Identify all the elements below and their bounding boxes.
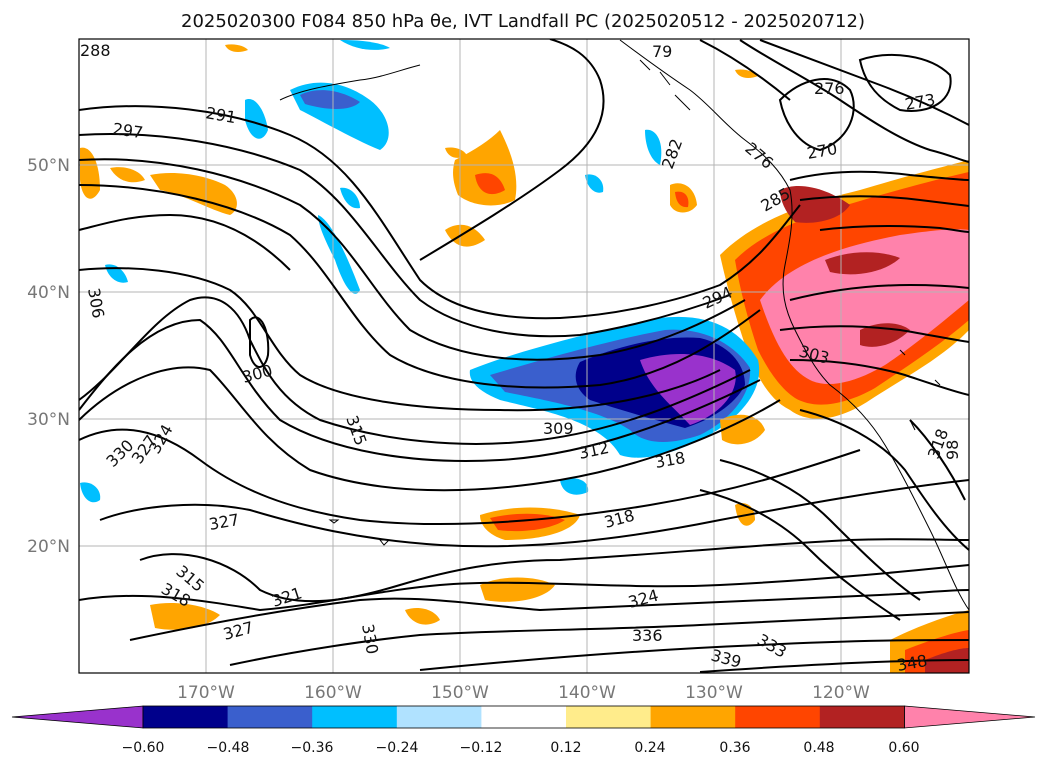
colorbar-frame (142, 705, 905, 729)
colorbar-ticks: −0.60 −0.48 −0.36 −0.24 −0.12 0.12 0.24 … (122, 740, 920, 756)
colorbar-tick-label: 0.36 (719, 740, 750, 756)
lat-tick-label: 20°N (27, 537, 70, 557)
colorbar (11, 705, 1036, 729)
lon-tick-label: 140°W (558, 683, 616, 703)
contour-label: 288 (80, 41, 111, 60)
contour-label: 276 (814, 79, 845, 98)
colorbar-segment (650, 706, 736, 728)
lon-tick-label: 130°W (685, 683, 743, 703)
colorbar-segment (819, 706, 905, 728)
colorbar-tick-label: −0.24 (376, 740, 419, 756)
lon-tick-label: 150°W (431, 683, 489, 703)
colorbar-tick-label: 0.48 (803, 740, 834, 756)
figure-title: 2025020300 F084 850 hPa θe, IVT Landfall… (181, 11, 865, 32)
colorbar-tick-label: 0.12 (550, 740, 581, 756)
contour-label: 98 (943, 440, 962, 460)
lat-tick-label: 40°N (27, 283, 70, 303)
latitude-axis: 50°N 40°N 30°N 20°N (27, 156, 70, 557)
lon-tick-label: 120°W (812, 683, 870, 703)
contour-label: 79 (652, 42, 672, 61)
theta-e-contours (79, 39, 969, 673)
colorbar-segment (566, 706, 652, 728)
map-frame (78, 38, 970, 674)
map-panel (78, 38, 970, 674)
gridlines (79, 39, 969, 673)
lon-tick-label: 170°W (177, 683, 235, 703)
colorbar-extend-low (11, 705, 144, 729)
longitude-axis: 170°W 160°W 150°W 140°W 130°W 120°W (177, 683, 870, 703)
contour-label: 309 (543, 419, 574, 438)
colorbar-extend-high (904, 705, 1036, 729)
colorbar-segment (227, 706, 313, 728)
colorbar-segment (481, 706, 567, 728)
colorbar-tick-label: −0.60 (122, 740, 165, 756)
lat-tick-label: 50°N (27, 156, 70, 176)
lat-tick-label: 30°N (27, 410, 70, 430)
contour-label: 297 (111, 119, 144, 142)
lon-tick-label: 160°W (304, 683, 362, 703)
colorbar-tick-label: 0.60 (888, 740, 919, 756)
colorbar-tick-label: 0.24 (634, 740, 665, 756)
colorbar-tick-label: −0.36 (291, 740, 334, 756)
colorbar-segment (312, 706, 398, 728)
colorbar-tick-label: −0.12 (460, 740, 503, 756)
contour-label: 336 (632, 626, 663, 645)
colorbar-segment (396, 706, 482, 728)
colorbar-segment (735, 706, 821, 728)
colorbar-segment (143, 706, 229, 728)
colorbar-tick-label: −0.48 (207, 740, 250, 756)
